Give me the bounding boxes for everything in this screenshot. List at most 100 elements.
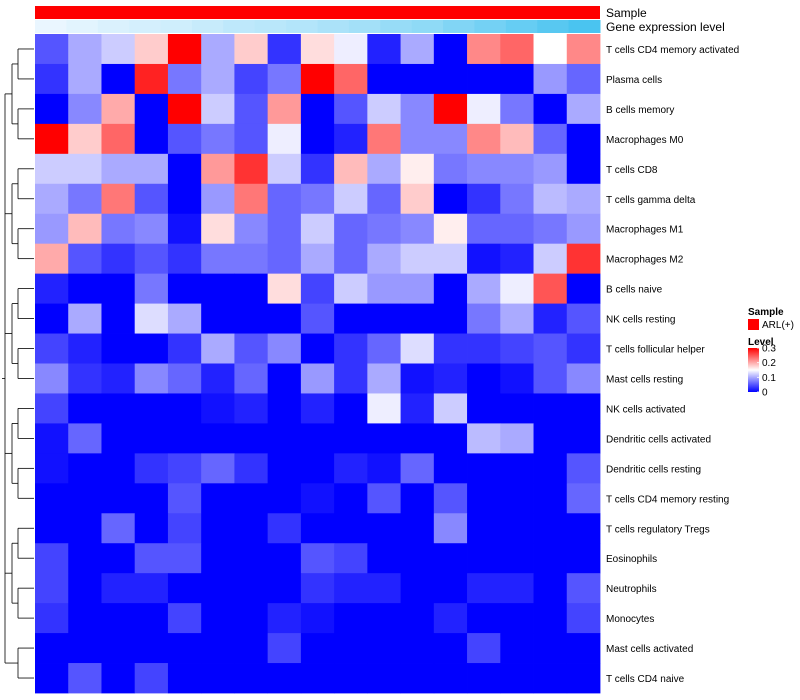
heatmap-cell [433,603,468,634]
legend-colorbar [748,348,759,392]
heatmap-cell [334,243,368,275]
heatmap-cell [201,63,235,95]
heatmap-cell [101,423,136,454]
heatmap-cell [566,34,601,65]
heatmap-cell [201,363,235,394]
heatmap-cell [433,483,468,514]
heatmap-cell [500,573,534,604]
heatmap-cell [134,603,169,634]
heatmap-cell [101,663,136,694]
heatmap-cell [35,153,69,185]
heatmap-cell [35,423,69,454]
heatmap-cell [267,603,302,634]
heatmap-cell [134,453,169,484]
row-label: NK cells activated [606,404,685,415]
row-label: T cells regulatory Tregs [606,524,710,535]
heatmap-cell [500,363,534,394]
heatmap-cell [201,513,235,544]
heatmap-cell [334,423,368,454]
heatmap-cell [267,123,302,155]
heatmap-cell [68,333,102,364]
heatmap-cell [134,93,169,125]
heatmap-cell [433,513,468,544]
heatmap-cell [234,573,269,604]
heatmap-cell [167,663,202,694]
heatmap-cell [334,543,368,574]
heatmap-cell [101,483,136,514]
heatmap-cell [533,213,568,245]
heatmap-cell [300,573,335,604]
heatmap-cell [167,363,202,394]
heatmap-cell [167,333,202,364]
heatmap-cell [201,153,235,185]
heatmap-cell [201,543,235,574]
heatmap-cell [68,483,102,514]
heatmap-cell [334,483,368,514]
heatmap-cell [101,63,136,95]
heatmap-cell [234,393,269,424]
heatmap-cell [234,483,269,514]
heatmap-cell [300,333,335,364]
heatmap-cell [35,453,69,484]
heatmap-cell [167,123,202,155]
heatmap-cell [134,273,169,304]
heatmap-cell [334,663,368,694]
heatmap-cell [433,453,468,484]
heatmap-cell [267,483,302,514]
heatmap-cell [234,453,269,484]
heatmap-cell [234,213,269,245]
heatmap-cell [68,34,102,65]
heatmap-cell [433,34,468,65]
heatmap-cell [400,513,435,544]
heatmap-cell [167,93,202,125]
heatmap-cell [267,513,302,544]
heatmap-cell [400,363,435,394]
expression-annotation-cell [160,20,193,33]
heatmap-cell [566,483,601,514]
heatmap-cell [500,153,534,185]
heatmap-cell [101,34,136,65]
heatmap-cell [267,63,302,95]
heatmap-cell [433,183,468,215]
heatmap-cell [467,93,501,125]
heatmap-cell [500,93,534,125]
row-label: T cells gamma delta [606,195,696,206]
heatmap-cell [433,363,468,394]
heatmap-cell [167,34,202,65]
heatmap-cell [500,663,534,694]
legend: Sample ARL(+) Level 0.3 0.2 0.1 0 [748,307,794,399]
legend-sample-entry: ARL(+) [762,320,794,331]
heatmap-cell [300,603,335,634]
heatmap-cell [267,333,302,364]
heatmap-cell [35,243,69,275]
expression-annotation-bar [35,20,601,33]
heatmap-cell [367,453,401,484]
heatmap-cell [35,573,69,604]
heatmap-cell [400,183,435,215]
heatmap-cell [201,393,235,424]
heatmap-cell [267,93,302,125]
heatmap-cell [300,63,335,95]
heatmap-cell [533,603,568,634]
heatmap-cell [201,303,235,334]
heatmap-cell [267,573,302,604]
row-label: Macrophages M2 [606,255,684,266]
heatmap-cell [101,273,136,304]
heatmap-cell [566,303,601,334]
heatmap-cell [400,423,435,454]
heatmap-cell [167,213,202,245]
row-label: Monocytes [606,614,654,625]
row-label: Macrophages M1 [606,225,684,236]
heatmap-cell [566,603,601,634]
heatmap-cell [467,393,501,424]
heatmap-cell [566,363,601,394]
heatmap-cell [334,303,368,334]
heatmap-cell [101,393,136,424]
heatmap-cell [467,213,501,245]
heatmap-cell [234,153,269,185]
heatmap-cell [267,213,302,245]
row-label: NK cells resting [606,315,675,326]
heatmap-cell [267,273,302,304]
heatmap-cell [433,663,468,694]
heatmap-cell [201,633,235,664]
